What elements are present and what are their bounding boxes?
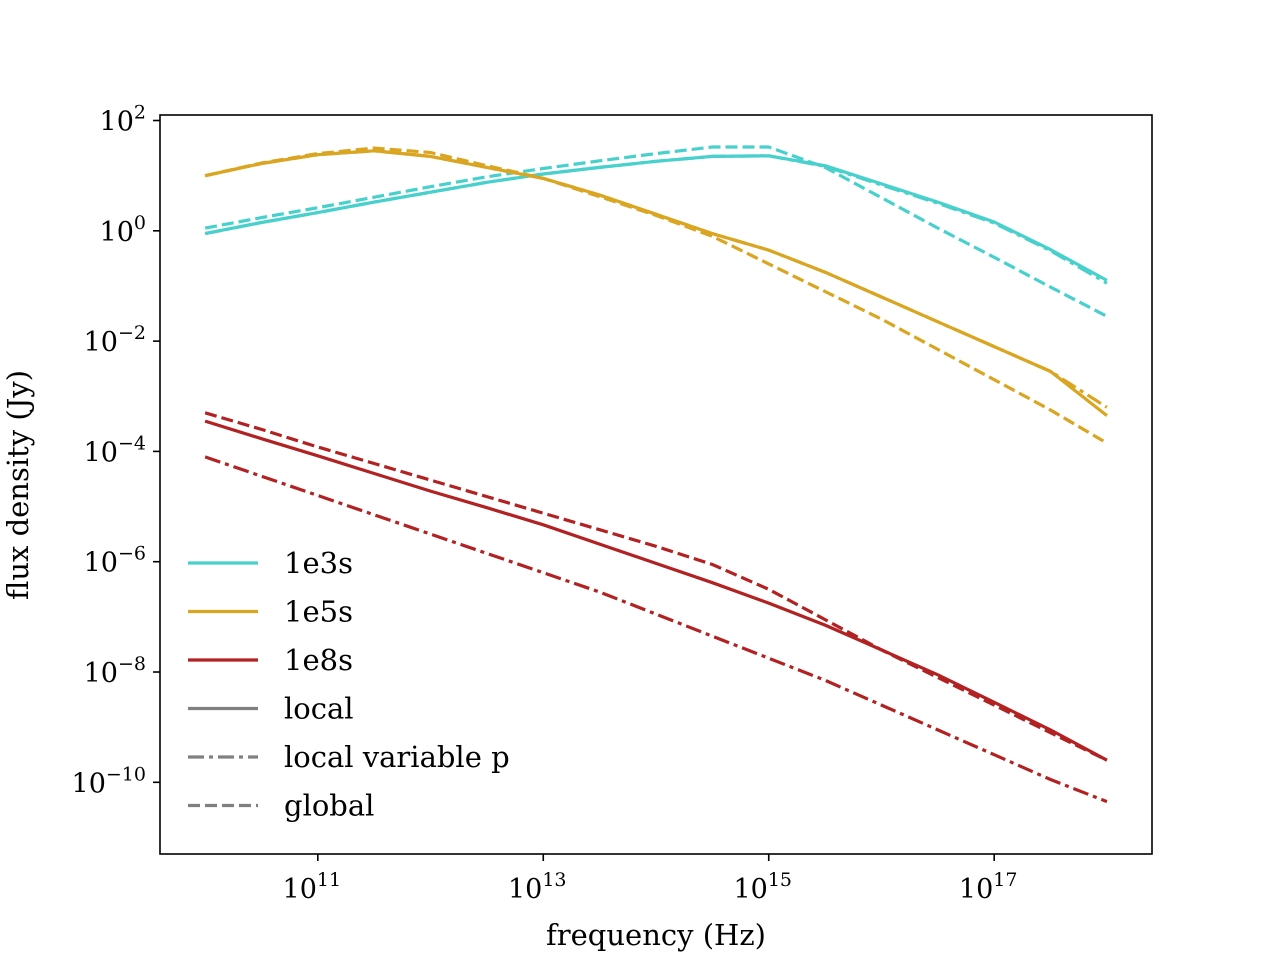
y-tick-label: 10−8 [84, 653, 146, 689]
x-tick-label: 1013 [508, 869, 567, 905]
legend-label-1e3s: 1e3s [284, 546, 353, 580]
x-tick-label: 1015 [733, 869, 792, 905]
x-axis-label: frequency (Hz) [546, 918, 766, 952]
series-line-1e8s-local [204, 419, 1108, 762]
y-tick-label: 100 [100, 212, 146, 248]
plot-frame [159, 114, 1153, 855]
legend-label-1e5s: 1e5s [284, 595, 353, 629]
legend: 1e3s 1e5s 1e8s local local variable p global [188, 546, 510, 823]
y-axis-label: flux density (Jy) [1, 370, 35, 600]
series-line-1e5s-global [204, 146, 1108, 445]
y-tick-label: 102 [100, 102, 146, 138]
series-line-1e3s-local-variable-p [204, 154, 1108, 285]
y-tick-label: 10−4 [84, 432, 146, 468]
series-line-1e5s-local [204, 149, 1108, 417]
legend-label-local-variable-p: local variable p [284, 740, 510, 774]
series-line-1e3s-local [204, 154, 1108, 282]
y-tick-label: 10−2 [84, 322, 146, 358]
y-tick-label: 10−10 [72, 763, 146, 799]
x-tick-label: 1017 [959, 869, 1018, 905]
legend-label-local: local [284, 692, 354, 726]
series-line-1e3s-global [204, 145, 1108, 318]
y-tick-label: 10−6 [84, 543, 146, 579]
series-layer [204, 145, 1108, 804]
series-line-1e5s-local-variable-p [204, 149, 1108, 409]
series-line-1e8s-local-variable-p [204, 455, 1108, 804]
series-line-1e8s-global [204, 411, 1108, 762]
ticks-layer: 1011 1013 1015 1017 102 100 10−2 10−4 10−6 10−8 10… [72, 102, 1018, 905]
legend-label-1e8s: 1e8s [284, 643, 353, 677]
x-tick-label: 1011 [283, 869, 342, 905]
legend-label-global: global [284, 789, 374, 823]
